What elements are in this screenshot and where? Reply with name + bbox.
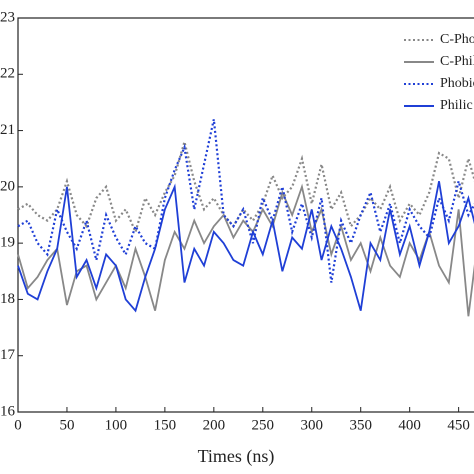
x-tick-label: 450 [447, 417, 470, 433]
x-tick-label: 200 [203, 417, 226, 433]
legend-text: Philic [440, 98, 473, 113]
x-tick-label: 400 [398, 417, 421, 433]
series-line [17, 183, 474, 317]
x-axis-label: Times (ns) [198, 446, 275, 467]
y-tick-label: 17 [0, 347, 16, 363]
y-tick-label: 19 [0, 235, 15, 251]
x-tick-label: 350 [349, 417, 372, 433]
series-line [17, 181, 474, 313]
series-line [17, 137, 474, 236]
x-tick-label: 150 [154, 417, 177, 433]
series-line [17, 119, 474, 283]
x-tick-label: 50 [59, 417, 74, 433]
plot-frame [17, 17, 474, 413]
legend-text: C-Phobic [440, 32, 474, 47]
y-tick-label: 20 [0, 178, 15, 194]
y-tick-label: 23 [0, 9, 15, 25]
x-tick-label: 100 [105, 417, 128, 433]
y-tick-label: 18 [0, 291, 15, 307]
legend-text: Phobic [440, 76, 474, 91]
x-tick-label: 0 [14, 417, 22, 433]
y-tick-label: 21 [0, 122, 15, 138]
x-tick-label: 300 [301, 417, 324, 433]
y-tick-label: 22 [0, 66, 15, 82]
legend-text: C-Philic [440, 54, 474, 69]
x-tick-label: 250 [252, 417, 275, 433]
y-tick-label: 16 [0, 403, 16, 419]
